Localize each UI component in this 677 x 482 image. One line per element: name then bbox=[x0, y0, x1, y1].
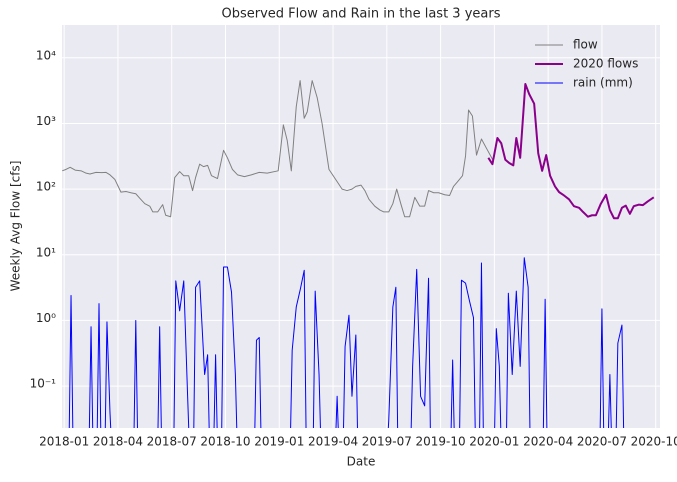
x-tick-label: 2020-04 bbox=[523, 435, 573, 449]
grid bbox=[62, 25, 660, 428]
y-tick-label: 10⁰ bbox=[36, 311, 56, 325]
x-tick-label: 2020-10 bbox=[631, 435, 677, 449]
legend-label: rain (mm) bbox=[573, 76, 633, 90]
x-tick-label: 2019-01 bbox=[254, 435, 304, 449]
x-tick-label: 2019-04 bbox=[308, 435, 358, 449]
x-tick-label: 2018-04 bbox=[93, 435, 143, 449]
series-line bbox=[487, 82, 655, 220]
series-line bbox=[68, 257, 625, 428]
legend: flow 2020 flows rain (mm) bbox=[535, 38, 638, 90]
chart-title: Observed Flow and Rain in the last 3 yea… bbox=[222, 7, 501, 22]
plot-area bbox=[62, 25, 660, 428]
legend-label: flow bbox=[573, 38, 598, 52]
x-tick-label: 2020-07 bbox=[577, 435, 627, 449]
x-axis-label: Date bbox=[347, 455, 376, 469]
y-axis-label: Weekly Avg Flow [cfs] bbox=[9, 161, 23, 292]
x-tick-label: 2018-10 bbox=[200, 435, 250, 449]
x-tick-label: 2019-10 bbox=[416, 435, 466, 449]
y-tick-label: 10² bbox=[36, 180, 56, 194]
y-tick-label: 10³ bbox=[36, 114, 56, 128]
series-line bbox=[62, 80, 494, 218]
lines bbox=[62, 80, 655, 428]
y-tick-label: 10¹ bbox=[36, 245, 56, 259]
x-tick-label: 2018-07 bbox=[147, 435, 197, 449]
y-tick-label: 10⁻¹ bbox=[30, 377, 57, 391]
y-tick-label: 10⁴ bbox=[36, 48, 56, 62]
legend-label: 2020 flows bbox=[573, 57, 638, 71]
x-tick-label: 2018-01 bbox=[39, 435, 89, 449]
x-tick-label: 2019-07 bbox=[362, 435, 412, 449]
x-tick-label: 2020-01 bbox=[469, 435, 519, 449]
